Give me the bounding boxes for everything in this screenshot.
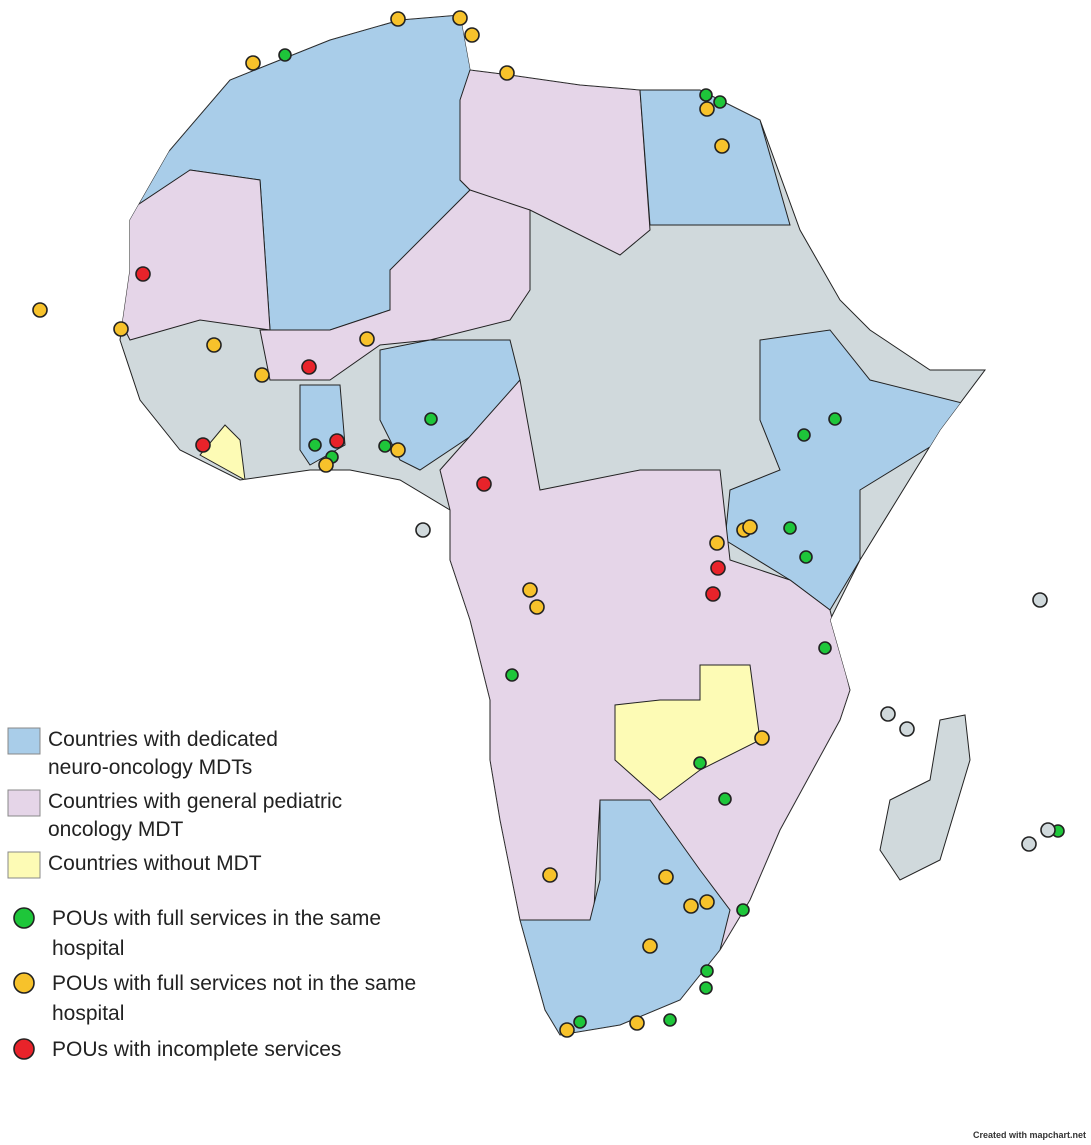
pou-marker bbox=[390, 11, 406, 27]
pou-marker bbox=[699, 981, 713, 995]
pou-marker bbox=[113, 321, 129, 337]
credit: Created with mapchart.net bbox=[973, 1130, 1086, 1140]
pou-marker bbox=[378, 439, 392, 453]
pou-marker bbox=[424, 412, 438, 426]
pou-marker bbox=[135, 266, 151, 282]
pou-marker bbox=[505, 668, 519, 682]
pou-marker bbox=[464, 27, 480, 43]
pou-marker bbox=[629, 1015, 645, 1031]
pou-marker bbox=[718, 792, 732, 806]
pou-marker bbox=[713, 95, 727, 109]
legend-swatch bbox=[7, 789, 41, 817]
markers bbox=[32, 10, 1065, 1038]
pou-marker bbox=[522, 582, 538, 598]
legend-label: POUs with full services not in the same … bbox=[52, 972, 417, 1025]
legend-swatch bbox=[13, 907, 35, 929]
pou-marker bbox=[714, 138, 730, 154]
pou-marker bbox=[899, 721, 915, 737]
pou-marker bbox=[736, 903, 750, 917]
legend-label: Countries with dedicated neuro-oncology … bbox=[48, 728, 278, 779]
pou-marker bbox=[32, 302, 48, 318]
pou-marker bbox=[278, 48, 292, 62]
pou-marker bbox=[709, 535, 725, 551]
legend-label: Countries without MDT bbox=[48, 852, 262, 875]
pou-marker bbox=[318, 457, 334, 473]
pou-marker bbox=[683, 898, 699, 914]
legend-swatch bbox=[13, 972, 35, 994]
pou-marker bbox=[799, 550, 813, 564]
legend-label: POUs with incomplete services bbox=[52, 1038, 342, 1061]
pou-marker bbox=[699, 88, 713, 102]
pou-marker bbox=[699, 894, 715, 910]
pou-marker bbox=[573, 1015, 587, 1029]
pou-marker bbox=[499, 65, 515, 81]
pou-marker bbox=[308, 438, 322, 452]
pou-marker bbox=[1021, 836, 1037, 852]
pou-marker bbox=[642, 938, 658, 954]
legend-label: Countries with general pediatric oncolog… bbox=[48, 790, 343, 841]
pou-marker bbox=[699, 101, 715, 117]
pou-marker bbox=[452, 10, 468, 26]
pou-marker bbox=[559, 1022, 575, 1038]
pou-marker bbox=[705, 586, 721, 602]
pou-marker bbox=[1032, 592, 1048, 608]
pou-marker bbox=[245, 55, 261, 71]
pou-marker bbox=[742, 519, 758, 535]
pou-marker bbox=[301, 359, 317, 375]
africa bbox=[119, 14, 986, 1036]
pou-marker bbox=[710, 560, 726, 576]
pou-marker bbox=[390, 442, 406, 458]
pou-marker bbox=[658, 869, 674, 885]
pou-marker bbox=[206, 337, 222, 353]
pou-marker bbox=[542, 867, 558, 883]
pou-marker bbox=[476, 476, 492, 492]
pou-marker bbox=[359, 331, 375, 347]
pou-marker bbox=[880, 706, 896, 722]
pou-marker bbox=[1040, 822, 1056, 838]
pou-marker bbox=[700, 964, 714, 978]
legend-swatch bbox=[7, 727, 41, 755]
pou-marker bbox=[693, 756, 707, 770]
pou-marker bbox=[783, 521, 797, 535]
pou-marker bbox=[797, 428, 811, 442]
pou-marker bbox=[195, 437, 211, 453]
pou-marker bbox=[254, 367, 270, 383]
pou-marker bbox=[754, 730, 770, 746]
pou-marker bbox=[828, 412, 842, 426]
pou-marker bbox=[529, 599, 545, 615]
legend-swatch bbox=[13, 1038, 35, 1060]
pou-marker bbox=[663, 1013, 677, 1027]
pou-marker bbox=[415, 522, 431, 538]
legend: Countries with dedicated neuro-oncology … bbox=[7, 727, 417, 1061]
legend-label: POUs with full services in the same hosp… bbox=[52, 907, 382, 960]
pou-marker bbox=[329, 433, 345, 449]
legend-swatch bbox=[7, 851, 41, 879]
pou-marker bbox=[818, 641, 832, 655]
